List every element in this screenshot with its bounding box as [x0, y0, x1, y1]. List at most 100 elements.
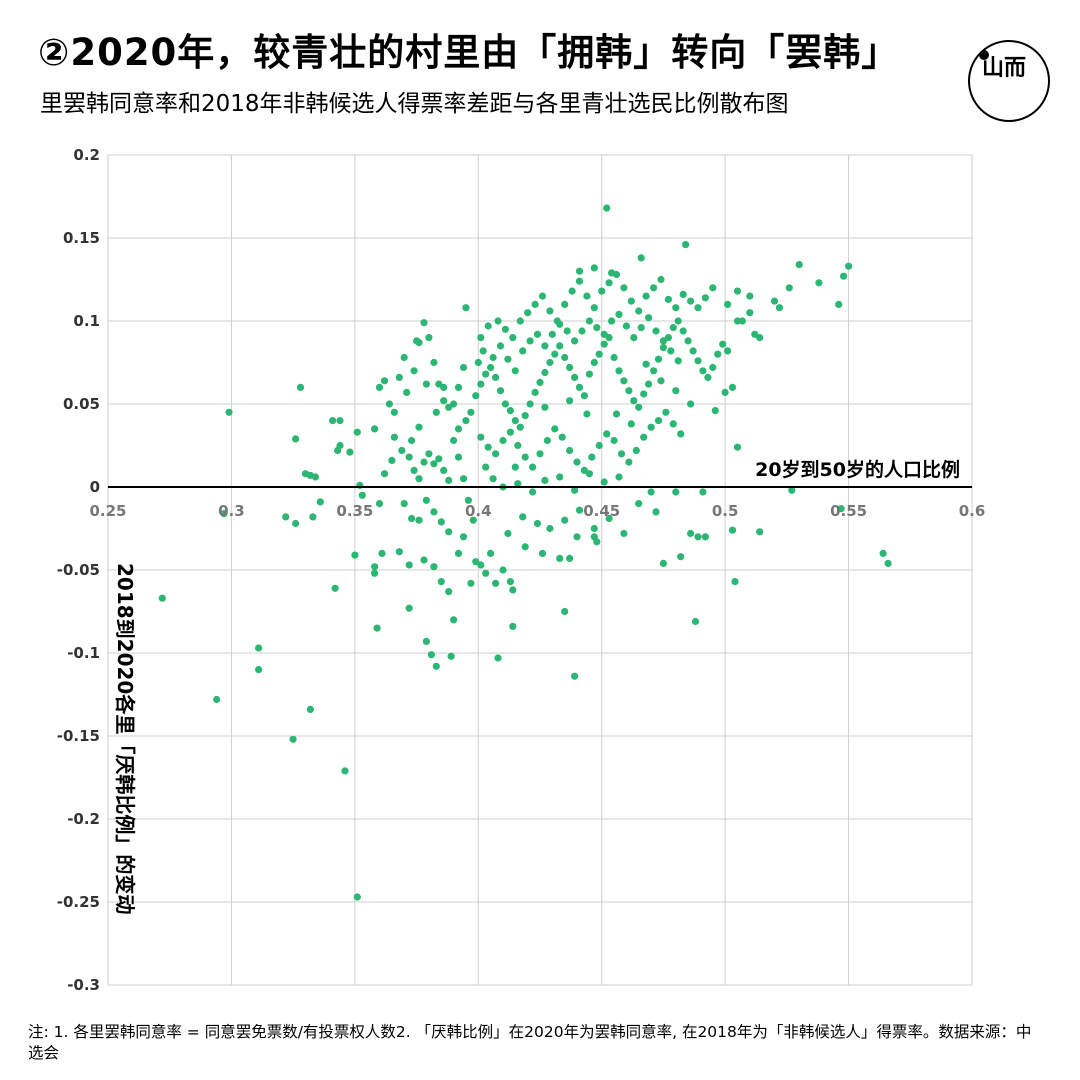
data-point [533, 330, 542, 338]
data-point [375, 383, 384, 391]
data-point [492, 450, 500, 458]
data-point [556, 473, 564, 481]
data-point [785, 284, 793, 292]
data-point [430, 563, 438, 571]
data-point [519, 513, 527, 521]
data-point [583, 410, 591, 418]
x-tick-label: 0.25 [89, 502, 126, 520]
data-point [684, 337, 692, 345]
data-point [724, 300, 732, 308]
data-point [445, 528, 453, 536]
data-point [492, 373, 500, 381]
data-point [669, 324, 677, 332]
data-point [437, 518, 445, 526]
data-point [494, 654, 502, 662]
data-point [654, 355, 663, 363]
data-point [635, 403, 643, 411]
data-point [627, 297, 635, 305]
data-point [220, 509, 228, 518]
data-point [659, 344, 668, 352]
data-point [536, 450, 544, 458]
data-point [482, 463, 490, 471]
data-point [459, 475, 468, 483]
data-point [603, 430, 611, 438]
data-point [679, 290, 687, 298]
data-point [469, 516, 477, 524]
data-point [289, 735, 297, 743]
y-axis-label: 2018到2020各里「厌韩比例」的变动 [113, 563, 137, 914]
data-point [292, 435, 300, 443]
data-point [499, 566, 507, 574]
data-point [529, 488, 537, 496]
data-point [585, 370, 594, 378]
data-point [694, 533, 702, 541]
data-point [541, 403, 549, 411]
data-point [541, 368, 549, 377]
data-point [316, 498, 324, 506]
data-point [620, 377, 628, 385]
y-tick-label: -0.1 [67, 644, 100, 662]
data-point [506, 407, 514, 415]
data-point [652, 327, 660, 335]
data-point [509, 334, 517, 342]
y-tick-label: 0.2 [73, 146, 100, 164]
data-point [454, 549, 463, 558]
data-point [714, 350, 722, 358]
data-point [571, 337, 579, 345]
data-point [704, 373, 712, 381]
data-point [496, 342, 505, 350]
data-point [462, 417, 470, 425]
data-point [770, 297, 779, 305]
data-point [450, 400, 458, 408]
data-point [580, 392, 589, 400]
data-point [884, 559, 892, 568]
data-point [687, 529, 695, 538]
data-point [583, 292, 591, 300]
data-point [667, 347, 675, 355]
data-point [459, 363, 468, 372]
data-point [385, 400, 393, 408]
data-point [296, 383, 305, 391]
data-point [600, 478, 608, 486]
data-point [405, 561, 413, 569]
data-point [430, 358, 438, 367]
data-point [610, 436, 618, 445]
data-point [647, 423, 655, 431]
data-point [699, 488, 707, 496]
data-point [430, 460, 438, 468]
data-point [620, 284, 628, 292]
data-point [422, 380, 430, 388]
data-point [450, 436, 458, 445]
data-point [395, 373, 403, 381]
data-point [521, 412, 529, 420]
data-point [566, 363, 574, 372]
data-point [331, 584, 339, 592]
data-point [371, 569, 379, 577]
data-point [521, 453, 529, 461]
data-point [454, 453, 463, 461]
data-point [556, 342, 564, 350]
data-point [329, 417, 337, 425]
data-point [467, 579, 475, 587]
data-point [561, 300, 569, 308]
data-point [353, 428, 361, 436]
data-point [430, 508, 438, 516]
data-point [620, 529, 628, 538]
x-tick-label: 0.6 [959, 502, 986, 520]
data-point [615, 473, 623, 481]
data-point [731, 578, 739, 586]
data-point [437, 578, 445, 586]
data-point [622, 322, 631, 330]
data-point [650, 367, 658, 375]
data-point [546, 307, 554, 315]
data-point [615, 367, 623, 375]
data-point [756, 334, 764, 342]
data-point [346, 448, 354, 456]
data-point [410, 367, 418, 375]
data-point [477, 380, 485, 388]
data-point [575, 277, 584, 285]
data-point [511, 417, 519, 425]
data-point [654, 417, 663, 425]
data-point [571, 373, 579, 381]
data-point [657, 377, 665, 385]
